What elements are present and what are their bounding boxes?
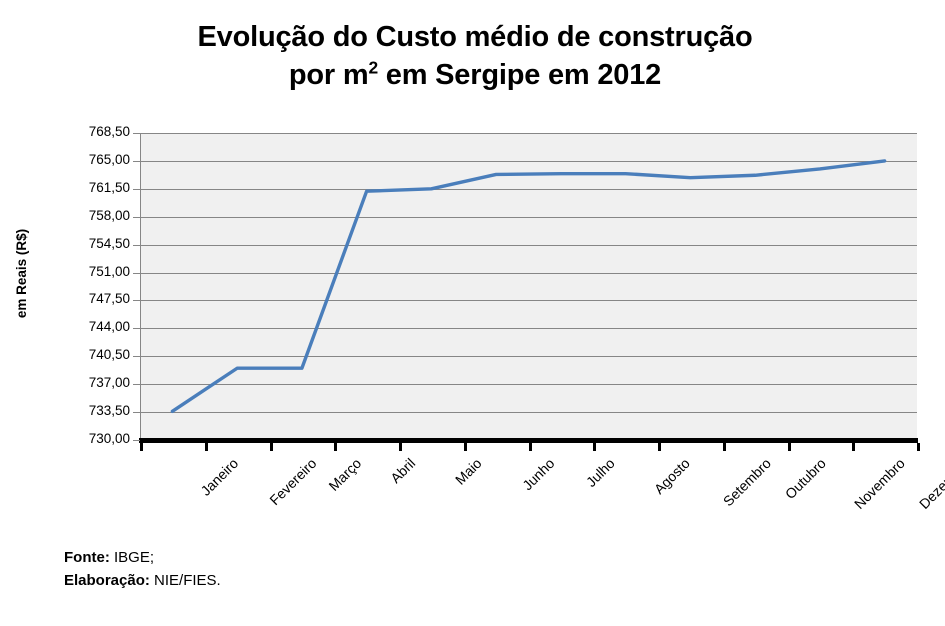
gridline bbox=[140, 328, 917, 329]
y-axis-tick-label: 761,50 bbox=[88, 180, 130, 195]
x-axis-tick bbox=[270, 443, 273, 451]
chart-title-line-1: Evolução do Custo médio de construção bbox=[197, 21, 753, 53]
y-axis-tick bbox=[133, 189, 140, 190]
x-axis-tick-label: Março bbox=[325, 455, 365, 494]
x-axis-tick bbox=[788, 443, 791, 451]
footer-notes: Fonte: IBGE; Elaboração: NIE/FIES. bbox=[64, 546, 221, 593]
footer-source-label: Fonte: bbox=[64, 549, 110, 566]
x-axis-tick-label: Agosto bbox=[650, 455, 693, 498]
footer-source-line: Fonte: IBGE; bbox=[64, 546, 221, 569]
y-axis-tick-label: 765,00 bbox=[88, 152, 130, 167]
x-axis-tick-label: Abril bbox=[387, 455, 419, 487]
gridline bbox=[140, 412, 917, 413]
gridline bbox=[140, 245, 917, 246]
y-axis-tick bbox=[133, 412, 140, 413]
x-axis-tick bbox=[917, 443, 920, 451]
series-line-path bbox=[170, 159, 887, 413]
gridline bbox=[140, 189, 917, 190]
y-axis-tick bbox=[133, 133, 140, 134]
x-axis-tick-label: Fevereiro bbox=[266, 455, 320, 509]
y-axis-line bbox=[140, 133, 141, 440]
footer-elaboration-line: Elaboração: NIE/FIES. bbox=[64, 569, 221, 592]
chart-title: Evolução do Custo médio de construção po… bbox=[90, 18, 860, 95]
gridline bbox=[140, 133, 917, 134]
gridline bbox=[140, 356, 917, 357]
y-axis-tick bbox=[133, 273, 140, 274]
x-axis-tick-label: Dezembro bbox=[915, 455, 945, 512]
gridline bbox=[140, 161, 917, 162]
y-axis-tick bbox=[133, 356, 140, 357]
gridline bbox=[140, 384, 917, 385]
y-axis-tick-label: 730,00 bbox=[88, 431, 130, 446]
x-axis-tick-label: Julho bbox=[582, 455, 618, 490]
footer-elaboration-label: Elaboração: bbox=[64, 572, 150, 590]
x-axis-tick bbox=[205, 443, 208, 451]
gridline bbox=[140, 217, 917, 218]
x-axis-tick bbox=[852, 443, 855, 451]
x-axis-tick bbox=[529, 443, 532, 451]
y-axis-title: em Reais (R$) bbox=[12, 193, 32, 353]
x-axis-tick-label: Setembro bbox=[719, 455, 775, 510]
x-axis-tick bbox=[464, 443, 467, 451]
series-line-chart bbox=[170, 159, 887, 413]
y-axis-tick bbox=[133, 245, 140, 246]
footer-elaboration-value: NIE/FIES. bbox=[154, 572, 221, 590]
footer-source-value: IBGE; bbox=[114, 549, 155, 566]
y-axis-tick bbox=[133, 161, 140, 162]
plot-area bbox=[140, 133, 917, 440]
gridline bbox=[140, 273, 917, 274]
x-axis-tick bbox=[658, 443, 661, 451]
chart-title-line-2: por m2 em Sergipe em 2012 bbox=[90, 56, 860, 94]
y-axis-tick bbox=[133, 300, 140, 301]
x-axis-tick-label: Novembro bbox=[850, 455, 908, 512]
x-axis-tick-label: Outubro bbox=[781, 455, 829, 503]
x-axis-tick bbox=[399, 443, 402, 451]
y-axis-tick bbox=[133, 384, 140, 385]
x-axis-tick bbox=[334, 443, 337, 451]
x-axis-tick-label: Junho bbox=[519, 455, 558, 494]
x-axis-tick bbox=[723, 443, 726, 451]
x-axis-tick bbox=[593, 443, 596, 451]
chart-title-superscript: 2 bbox=[368, 57, 378, 78]
y-axis-tick-label: 740,50 bbox=[88, 347, 130, 362]
gridline bbox=[140, 300, 917, 301]
y-axis-tick-label: 754,50 bbox=[88, 236, 130, 251]
y-axis-tick-label: 744,00 bbox=[88, 319, 130, 334]
y-axis-title-label: em Reais (R$) bbox=[14, 228, 30, 318]
x-axis-tick-label: Maio bbox=[451, 455, 485, 488]
y-axis-tick bbox=[133, 328, 140, 329]
y-axis-tick bbox=[133, 440, 140, 441]
x-axis-tick-label: Janeiro bbox=[197, 455, 242, 499]
y-axis-tick-labels: 768,50 765,00 761,50 758,00 754,50 751,00 747,… bbox=[55, 0, 130, 626]
x-axis-tick bbox=[140, 443, 143, 451]
y-axis-tick-label: 733,50 bbox=[88, 403, 130, 418]
y-axis-tick bbox=[133, 217, 140, 218]
y-axis-tick-label: 737,00 bbox=[88, 375, 130, 390]
y-axis-tick-label: 768,50 bbox=[88, 124, 130, 139]
x-axis-line bbox=[139, 438, 918, 443]
y-axis-tick-label: 758,00 bbox=[88, 208, 130, 223]
y-axis-tick-label: 751,00 bbox=[88, 264, 130, 279]
chart-title-line-2-post: em Sergipe em 2012 bbox=[377, 59, 662, 92]
chart-title-line-2-pre: por m bbox=[288, 59, 369, 92]
y-axis-tick-label: 747,50 bbox=[88, 291, 130, 306]
